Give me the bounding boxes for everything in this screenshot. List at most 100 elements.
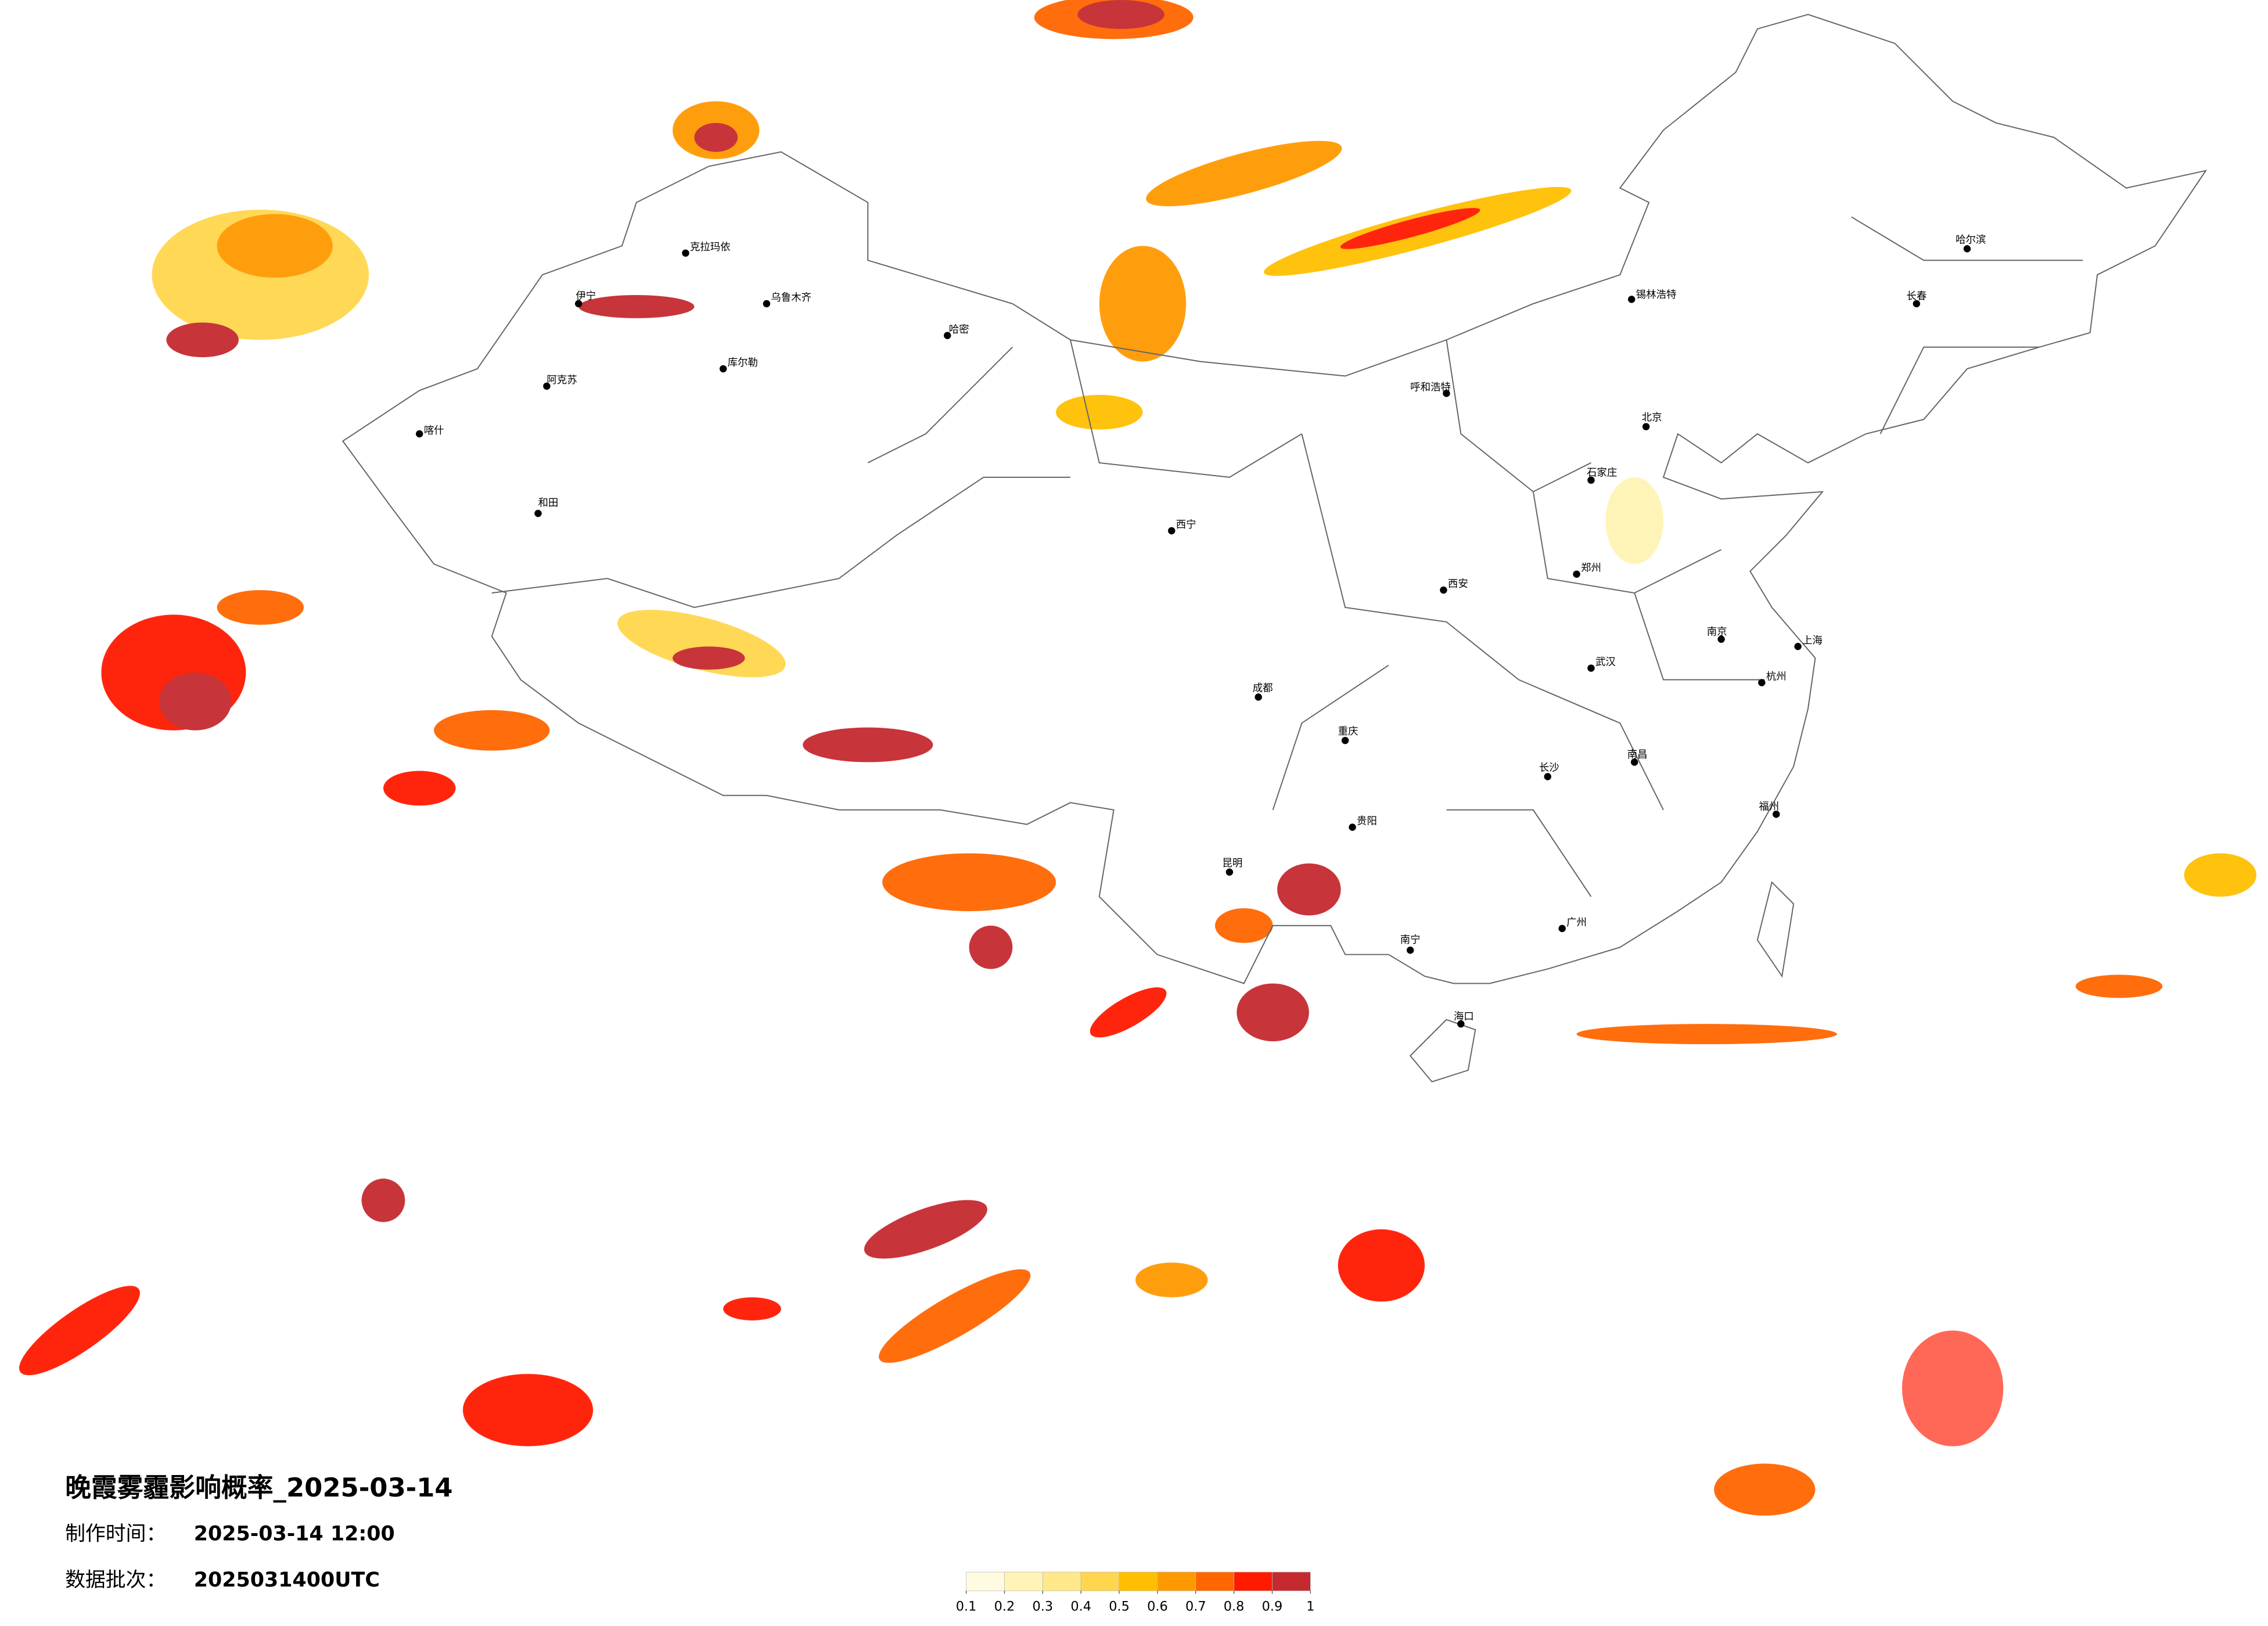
city-label: 阿克苏 — [547, 375, 577, 386]
legend-tick-label: 0.8 — [1224, 1599, 1245, 1614]
haze-area — [864, 1200, 987, 1259]
city-dot — [1758, 679, 1766, 686]
island-outline — [1756, 881, 1795, 978]
haze-area — [882, 853, 1056, 911]
haze-area — [1135, 1262, 1208, 1297]
city-label: 重庆 — [1338, 726, 1358, 738]
city-label: 克拉玛依 — [690, 242, 731, 253]
haze-area — [383, 771, 456, 806]
legend-swatch — [966, 1571, 1005, 1591]
haze-area — [217, 214, 333, 278]
haze-area — [694, 123, 738, 152]
city-dot — [1440, 586, 1447, 594]
city-label: 呼和浩特 — [1410, 382, 1451, 393]
legend-tick-label: 0.2 — [994, 1599, 1015, 1614]
city-label: 哈尔滨 — [1956, 234, 1986, 246]
haze-area — [1237, 983, 1309, 1042]
haze-area — [1146, 141, 1342, 207]
haze-layer — [19, 0, 2257, 1516]
city-dot — [1443, 390, 1450, 397]
city-dot — [682, 249, 689, 257]
legend-tick-label: 0.6 — [1147, 1599, 1168, 1614]
legend-swatch — [1004, 1571, 1043, 1591]
haze-area — [1714, 1463, 1816, 1516]
city-dot — [1341, 736, 1349, 744]
haze-area — [2184, 853, 2257, 897]
city-dot — [1573, 570, 1580, 578]
city-dot — [1773, 810, 1780, 818]
legend-tick-label: 0.1 — [956, 1599, 977, 1614]
city-label: 北京 — [1642, 412, 1662, 424]
haze-area — [217, 590, 304, 625]
haze-area — [159, 672, 232, 731]
city-dot — [1544, 773, 1551, 780]
city-label: 长春 — [1906, 291, 1926, 303]
legend-swatch — [1195, 1571, 1234, 1591]
island-outline — [1409, 1019, 1476, 1083]
legend-swatch — [1119, 1571, 1158, 1591]
city-label: 南昌 — [1627, 749, 1648, 761]
haze-area — [1090, 987, 1167, 1038]
city-dot — [543, 382, 551, 390]
city-label: 海口 — [1454, 1011, 1474, 1023]
city-label: 喀什 — [424, 425, 444, 437]
legend-swatch — [1042, 1571, 1081, 1591]
city-label: 西宁 — [1176, 519, 1196, 531]
city-label: 南京 — [1707, 626, 1727, 638]
legend-swatch — [1272, 1571, 1311, 1591]
city-dot — [1587, 476, 1595, 484]
haze-area — [803, 727, 933, 762]
legend-tick-label: 1 — [1306, 1599, 1314, 1614]
haze-area — [1099, 246, 1187, 362]
haze-area — [969, 925, 1013, 969]
legend-swatch — [1080, 1571, 1120, 1591]
haze-area — [1277, 863, 1341, 916]
borders — [342, 13, 2208, 1083]
haze-area — [19, 1286, 140, 1376]
haze-area — [1077, 0, 1164, 29]
city-label: 石家庄 — [1587, 467, 1617, 479]
haze-area — [434, 710, 550, 751]
city-label: 长沙 — [1539, 762, 1559, 774]
city-label: 广州 — [1566, 917, 1587, 929]
city-dot — [1255, 693, 1262, 701]
haze-area — [462, 1373, 594, 1447]
haze-area — [1902, 1330, 2004, 1447]
city-label: 西安 — [1448, 578, 1468, 590]
haze-area — [723, 1297, 781, 1321]
legend-swatch — [1234, 1571, 1273, 1591]
city-label: 昆明 — [1222, 858, 1242, 869]
haze-area — [578, 295, 695, 318]
haze-area — [361, 1178, 405, 1222]
city-dot — [1406, 946, 1414, 954]
info-label: 数据批次： — [65, 1569, 166, 1592]
legend-swatch — [1157, 1571, 1196, 1591]
info-label: 制作时间： — [65, 1522, 166, 1545]
city-label: 福州 — [1759, 801, 1779, 813]
city-dot — [1630, 758, 1638, 766]
map-title: 晚霞雾霾影响概率_2025-03-14 — [65, 1472, 453, 1503]
city-dot — [1913, 300, 1921, 308]
city-dot — [534, 509, 542, 517]
city-dot — [1642, 423, 1650, 430]
info-value: 2025031400UTC — [194, 1569, 380, 1592]
legend-tick-label: 0.7 — [1185, 1599, 1206, 1614]
city-dot — [1558, 924, 1566, 933]
city-dot — [719, 365, 727, 373]
city-label: 伊宁 — [576, 291, 596, 303]
legend-tick-label: 0.4 — [1070, 1599, 1091, 1614]
haze-area — [1056, 394, 1143, 430]
legend: 0.1 0.2 0.3 0.4 0.5 0.6 0.7 0.8 0.9 1 — [956, 1571, 1314, 1614]
city-label: 和田 — [538, 498, 558, 509]
city-label: 贵阳 — [1357, 816, 1377, 828]
city-label: 郑州 — [1581, 563, 1601, 574]
city-dot — [1587, 664, 1595, 672]
city-dot — [415, 430, 423, 438]
info-value: 2025-03-14 12:00 — [194, 1522, 395, 1545]
province-border — [491, 216, 2083, 897]
city-dot — [763, 300, 771, 308]
haze-area — [166, 322, 239, 358]
haze-area — [2075, 974, 2163, 998]
city-dot — [1168, 527, 1176, 535]
